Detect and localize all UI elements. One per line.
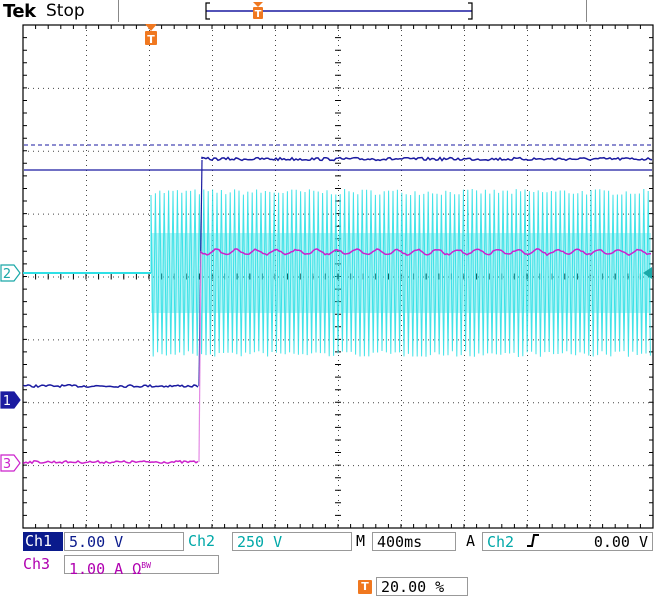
svg-text:T: T [147, 33, 155, 46]
trigger-position-icon: T [358, 580, 372, 594]
rising-edge-icon [523, 533, 543, 552]
ch2-oscillation [150, 188, 651, 358]
trigger-readout[interactable]: Ch2 0.00 V [482, 532, 653, 551]
ch1-ground-marker[interactable]: 1 [0, 391, 21, 409]
ch1-label[interactable]: Ch1 [23, 532, 63, 551]
ch2-ground-marker[interactable]: 2 [0, 264, 21, 282]
svg-text:T: T [255, 9, 262, 20]
ch3-high-trace [200, 248, 652, 257]
trigger-position-value[interactable]: 20.00 % [376, 577, 468, 596]
graticule [22, 24, 654, 529]
timebase-value[interactable]: 400ms [372, 532, 456, 551]
header-divider [586, 0, 587, 22]
record-trigger-icon: T [253, 2, 263, 20]
ohm-icon: Ω [132, 560, 142, 578]
ch3-ground-marker[interactable]: 3 [0, 454, 21, 472]
ch3-edge [198, 252, 202, 463]
ch2-band [151, 233, 651, 313]
ch2-waveform [23, 188, 651, 358]
ch3-label[interactable]: Ch3 [23, 555, 51, 573]
svg-text:3: 3 [3, 457, 11, 472]
ch1-high-trace [201, 156, 653, 162]
svg-text:1: 1 [3, 394, 11, 409]
ch1-scale[interactable]: 5.00 V [64, 532, 184, 551]
trigger-mode: A [466, 532, 476, 550]
ch3-scale-box[interactable]: 1.00 A ΩBW [64, 555, 219, 578]
ch3-waveform [23, 248, 652, 465]
status-bar: Tek Stop [0, 0, 655, 24]
brand-label: Tek [3, 1, 36, 22]
acquisition-status: Stop [46, 1, 85, 21]
trigger-level-icon[interactable] [643, 267, 652, 279]
header-divider [118, 0, 119, 22]
ch2-label[interactable]: Ch2 [188, 532, 216, 550]
timebase-label: M [356, 532, 366, 550]
svg-text:2: 2 [3, 267, 11, 282]
trigger-level: 0.00 V [593, 533, 648, 551]
record-view-bar: T [205, 2, 473, 20]
ch2-scale[interactable]: 250 V [232, 532, 352, 551]
ch3-scale: 1.00 A [69, 560, 124, 578]
bandwidth-limit-icon: BW [141, 561, 151, 570]
ch3-low-trace [23, 459, 199, 465]
trigger-position-marker[interactable]: T [145, 24, 157, 46]
ch1-low-trace [23, 383, 199, 389]
trigger-source: Ch2 [487, 533, 515, 551]
edge-ticks [22, 24, 653, 529]
